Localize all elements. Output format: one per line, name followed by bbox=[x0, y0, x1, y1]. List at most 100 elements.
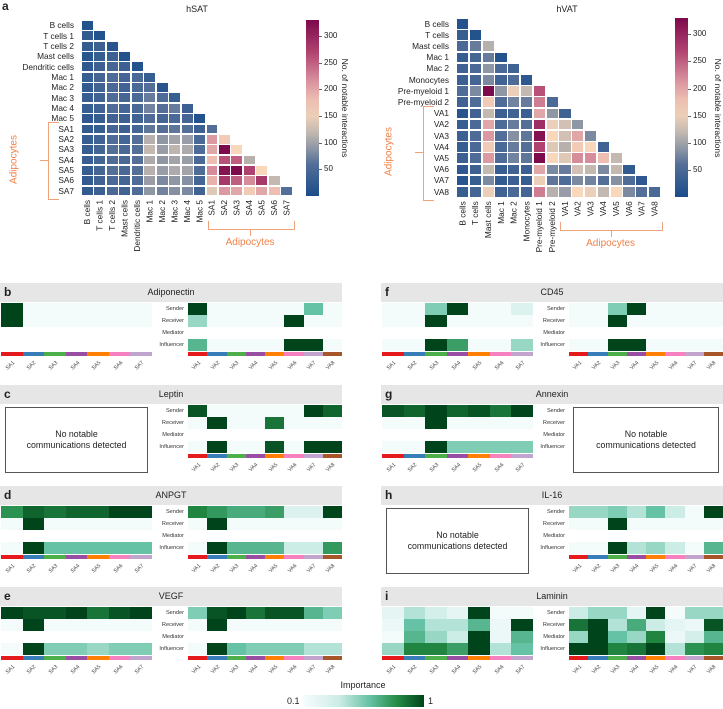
row-label: Mac 5 bbox=[51, 113, 74, 124]
sa-sender-cell bbox=[108, 506, 131, 518]
role-label-influencer: Influencer bbox=[159, 646, 184, 652]
sa-influencer-cell bbox=[511, 441, 534, 453]
heatmap-cell bbox=[155, 185, 169, 197]
heatmap-cell bbox=[155, 175, 169, 187]
role-label-receiver: Receiver bbox=[161, 521, 184, 527]
heatmap-cell bbox=[456, 152, 470, 165]
row-label: Monocytes bbox=[408, 74, 449, 85]
heatmap-cell bbox=[584, 163, 598, 176]
heatmap-cell bbox=[456, 29, 470, 41]
va-sender-cell bbox=[322, 303, 343, 315]
row-label: Mast cells bbox=[412, 41, 449, 51]
column-label: B cells bbox=[457, 201, 468, 226]
row-label: SA3 bbox=[58, 144, 74, 155]
va-sender-cell bbox=[588, 506, 608, 518]
va-receiver-cell bbox=[703, 518, 723, 530]
heatmap-cell bbox=[105, 133, 119, 145]
va-influencer-cell bbox=[646, 643, 666, 655]
colorbar-tick-label: 200 bbox=[693, 83, 707, 93]
va-influencer-cell bbox=[703, 542, 723, 554]
heatmap-cell bbox=[571, 174, 585, 187]
va-sender-cell bbox=[245, 607, 266, 619]
heatmap-cell bbox=[584, 130, 598, 142]
sa-receiver-cell bbox=[87, 619, 110, 631]
heatmap-cell bbox=[193, 164, 206, 176]
cell-type-color-bar bbox=[130, 555, 153, 559]
va-influencer-cell bbox=[226, 643, 247, 655]
heatmap-cell bbox=[81, 164, 94, 176]
row-label: Mac 3 bbox=[51, 92, 74, 103]
va-influencer-cell bbox=[245, 339, 266, 351]
heatmap-cell bbox=[545, 186, 559, 198]
cell-type-color-bar bbox=[1, 352, 23, 356]
heatmap-cell bbox=[105, 82, 119, 93]
heatmap-cell bbox=[532, 107, 547, 120]
sa-receiver-cell bbox=[1, 518, 23, 530]
row-label: VA3 bbox=[433, 130, 449, 141]
heatmap-cell bbox=[532, 152, 547, 165]
panel-d-anpgt: d ANPGT Sender Receiver Mediator Influencer SA… bbox=[0, 486, 343, 586]
sa-receiver-cell bbox=[468, 619, 491, 631]
heatmap-cell bbox=[105, 71, 119, 83]
colorbar-tick bbox=[319, 169, 322, 170]
va-receiver-cell bbox=[646, 518, 666, 530]
cell-type-color-bar bbox=[703, 555, 723, 559]
heatmap-cell bbox=[230, 164, 244, 176]
heatmap-cell bbox=[205, 154, 219, 166]
cell-type-color-bar bbox=[646, 656, 666, 660]
panel-header: d ANPGT bbox=[0, 486, 342, 505]
colorbar-tick bbox=[688, 34, 691, 35]
heatmap-cell bbox=[118, 51, 132, 62]
row-label: B cells bbox=[424, 18, 449, 29]
heatmap-cell bbox=[622, 174, 636, 187]
va-influencer-cell bbox=[303, 339, 324, 351]
heatmap-cell bbox=[93, 123, 107, 135]
heatmap-cell bbox=[507, 152, 521, 165]
heatmap-cell bbox=[558, 141, 572, 153]
heatmap-cell bbox=[217, 133, 231, 145]
heatmap-cell bbox=[81, 40, 94, 52]
va-sender-cell bbox=[188, 303, 208, 315]
cell-type-color-bar bbox=[588, 352, 608, 356]
cell-type-color-bar bbox=[511, 352, 534, 356]
heatmap-cell bbox=[468, 85, 483, 97]
heatmap-cell bbox=[520, 174, 534, 187]
va-receiver-cell bbox=[588, 315, 608, 327]
heatmap-cell bbox=[468, 96, 483, 109]
heatmap-cell bbox=[93, 185, 107, 197]
heatmap-cell bbox=[532, 163, 547, 176]
cell-type-color-bar bbox=[130, 656, 153, 660]
heatmap-cell bbox=[532, 130, 547, 142]
sa-receiver-cell bbox=[108, 619, 131, 631]
cell-type-color-bar bbox=[646, 352, 666, 356]
heatmap-cell bbox=[143, 185, 157, 197]
sa-influencer-cell bbox=[44, 643, 67, 655]
sa-receiver-cell bbox=[489, 315, 512, 327]
va-sender-cell bbox=[626, 506, 647, 518]
va-influencer-cell bbox=[684, 643, 705, 655]
role-label-influencer: Influencer bbox=[540, 545, 565, 551]
heatmap-cell bbox=[507, 130, 521, 142]
sa-receiver-cell bbox=[446, 619, 469, 631]
heatmap-cell bbox=[532, 174, 547, 187]
va-receiver-cell bbox=[226, 315, 247, 327]
va-sender-cell bbox=[226, 506, 247, 518]
heatmap-cell bbox=[571, 152, 585, 165]
heatmap-cell bbox=[494, 186, 508, 198]
heatmap-cell bbox=[520, 118, 534, 131]
cell-type-color-bar bbox=[207, 656, 227, 660]
heatmap-cell bbox=[168, 154, 182, 166]
va-influencer-cell bbox=[569, 643, 589, 655]
heatmap-cell bbox=[155, 82, 169, 93]
heatmap-cell bbox=[520, 141, 534, 153]
va-receiver-cell bbox=[322, 315, 343, 327]
heatmap-cell bbox=[571, 118, 585, 131]
sa-receiver-cell bbox=[511, 315, 534, 327]
heatmap-cell bbox=[118, 61, 132, 73]
heatmap-cell bbox=[155, 92, 169, 104]
sa-sender-cell bbox=[468, 405, 491, 417]
sa-mediator-cell bbox=[489, 631, 512, 643]
cell-type-color-bar bbox=[607, 656, 628, 660]
va-influencer-cell bbox=[684, 339, 705, 351]
heatmap-cell bbox=[507, 141, 521, 153]
